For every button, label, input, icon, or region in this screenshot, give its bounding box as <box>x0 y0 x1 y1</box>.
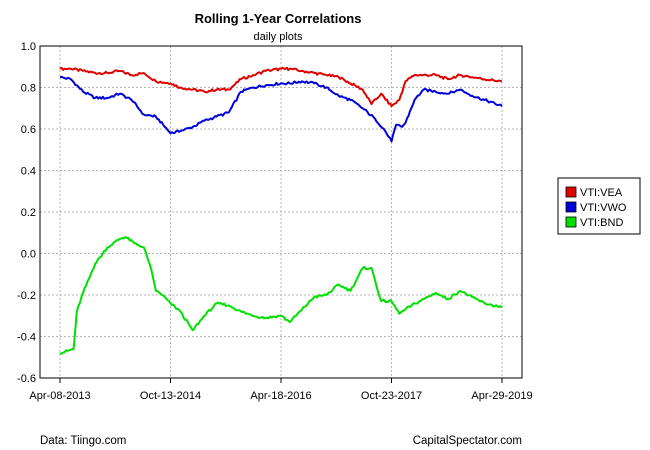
series-line-vti-vea <box>59 66 503 108</box>
legend-label: VTI:VEA <box>580 187 623 199</box>
axes: 1.0 0.8 0.6 0.4 0.2 0.0 -0.2 -0.4 -0.6 Apr-08-201… <box>17 41 533 402</box>
y-tick-label: 0.0 <box>21 249 36 261</box>
series-lines <box>59 66 503 355</box>
x-tick-label: Oct-23-2017 <box>361 390 422 402</box>
chart-title: Rolling 1-Year Correlations <box>195 11 362 26</box>
legend-label: VTI:VWO <box>580 202 627 214</box>
y-tick-label: -0.4 <box>17 332 36 344</box>
y-tick-label: -0.2 <box>17 290 36 302</box>
y-tick-label: 0.8 <box>21 83 36 95</box>
x-tick-label: Apr-08-2013 <box>29 390 90 402</box>
legend-label: VTI:BND <box>580 217 623 229</box>
x-tick-label: Apr-18-2016 <box>250 390 311 402</box>
x-tick-label: Apr-29-2019 <box>471 390 532 402</box>
chart-subtitle: daily plots <box>254 31 303 43</box>
y-tick-label: 0.6 <box>21 124 36 136</box>
legend-swatch <box>565 216 577 228</box>
y-tick-label: 0.4 <box>21 166 36 178</box>
series-line-vti-vwo <box>59 75 503 143</box>
x-tick-label: Oct-13-2014 <box>140 390 201 402</box>
footer-site: CapitalSpectator.com <box>413 435 522 447</box>
y-tick-label: -0.6 <box>17 373 36 385</box>
y-tick-label: 0.2 <box>21 207 36 219</box>
footer-source: Data: Tiingo.com <box>40 435 126 447</box>
legend-swatch <box>565 201 577 213</box>
legend-swatch <box>565 186 577 198</box>
legend: VTI:VEA VTI:VWO VTI:BND <box>557 177 641 235</box>
series-line-vti-bnd <box>59 235 503 355</box>
y-tick-label: 1.0 <box>21 41 36 53</box>
plot-frame <box>39 45 523 379</box>
